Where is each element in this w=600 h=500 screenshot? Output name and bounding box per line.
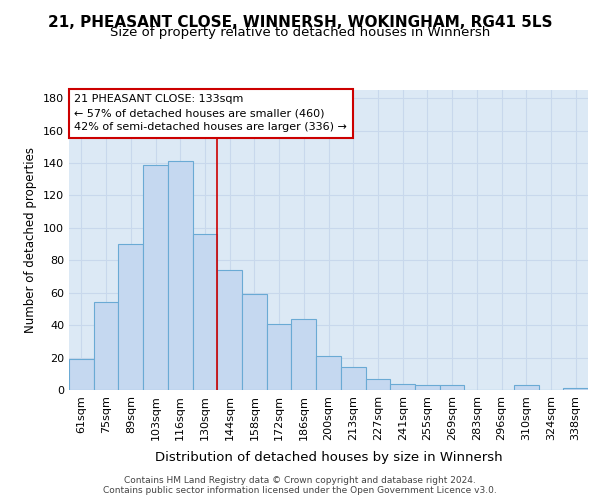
Bar bbox=[390, 384, 415, 390]
Bar bbox=[292, 318, 316, 390]
Bar bbox=[193, 234, 217, 390]
Text: Contains HM Land Registry data © Crown copyright and database right 2024.
Contai: Contains HM Land Registry data © Crown c… bbox=[103, 476, 497, 495]
Bar bbox=[168, 162, 193, 390]
Bar bbox=[94, 302, 118, 390]
Bar bbox=[143, 164, 168, 390]
Bar bbox=[365, 378, 390, 390]
Bar bbox=[341, 368, 365, 390]
Bar bbox=[242, 294, 267, 390]
Text: Size of property relative to detached houses in Winnersh: Size of property relative to detached ho… bbox=[110, 26, 490, 39]
Bar bbox=[118, 244, 143, 390]
Bar bbox=[415, 385, 440, 390]
Bar bbox=[440, 385, 464, 390]
Bar bbox=[316, 356, 341, 390]
Bar bbox=[563, 388, 588, 390]
Text: 21 PHEASANT CLOSE: 133sqm
← 57% of detached houses are smaller (460)
42% of semi: 21 PHEASANT CLOSE: 133sqm ← 57% of detac… bbox=[74, 94, 347, 132]
X-axis label: Distribution of detached houses by size in Winnersh: Distribution of detached houses by size … bbox=[155, 451, 502, 464]
Y-axis label: Number of detached properties: Number of detached properties bbox=[25, 147, 37, 333]
Text: 21, PHEASANT CLOSE, WINNERSH, WOKINGHAM, RG41 5LS: 21, PHEASANT CLOSE, WINNERSH, WOKINGHAM,… bbox=[48, 15, 552, 30]
Bar bbox=[217, 270, 242, 390]
Bar bbox=[267, 324, 292, 390]
Bar bbox=[69, 359, 94, 390]
Bar bbox=[514, 385, 539, 390]
